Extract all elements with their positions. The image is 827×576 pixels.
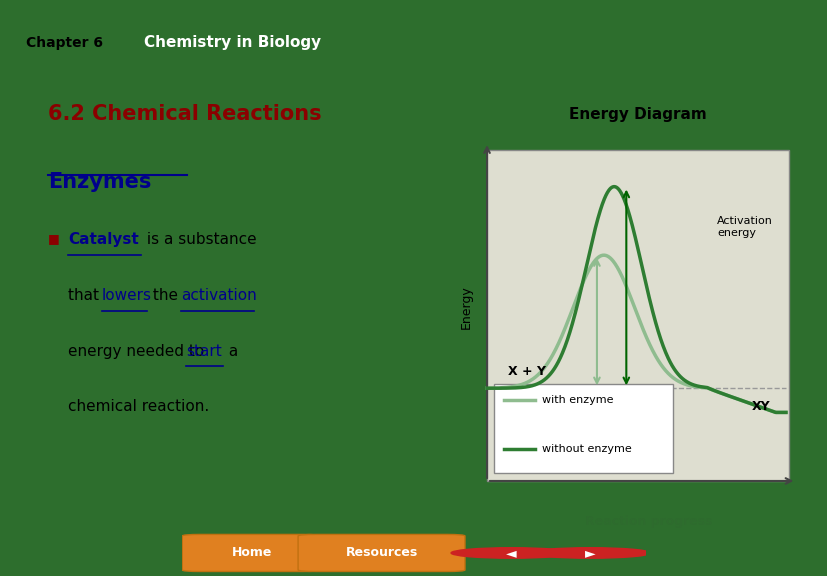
Text: Chemistry in Biology: Chemistry in Biology — [144, 35, 321, 50]
Text: start: start — [185, 344, 222, 359]
Text: ◄: ◄ — [505, 546, 516, 560]
FancyBboxPatch shape — [182, 535, 321, 571]
Circle shape — [451, 548, 571, 558]
Text: Home: Home — [232, 547, 271, 559]
Text: ■: ■ — [48, 232, 60, 245]
Text: XY: XY — [751, 400, 769, 414]
Text: lowers: lowers — [102, 288, 151, 303]
Text: ►: ► — [584, 546, 595, 560]
Text: Enzymes: Enzymes — [48, 172, 151, 192]
Text: Energy Diagram: Energy Diagram — [569, 107, 706, 122]
Text: the: the — [147, 288, 183, 303]
Text: Activation
energy: Activation energy — [716, 216, 772, 238]
FancyBboxPatch shape — [486, 150, 788, 481]
Text: without enzyme: without enzyme — [542, 444, 631, 454]
Text: a: a — [224, 344, 238, 359]
Text: X + Y: X + Y — [507, 365, 545, 378]
Text: Reaction progress: Reaction progress — [584, 515, 711, 528]
Text: is a substance: is a substance — [142, 232, 256, 247]
Text: Energy: Energy — [459, 286, 472, 329]
Text: that: that — [68, 288, 104, 303]
Circle shape — [529, 548, 650, 558]
Text: 6.2 Chemical Reactions: 6.2 Chemical Reactions — [48, 104, 322, 124]
FancyBboxPatch shape — [493, 384, 672, 473]
Text: activation: activation — [181, 288, 256, 303]
Text: energy needed to: energy needed to — [68, 344, 209, 359]
Text: chemical reaction.: chemical reaction. — [68, 399, 209, 414]
Text: Resources: Resources — [345, 547, 417, 559]
Text: with enzyme: with enzyme — [542, 395, 613, 406]
FancyBboxPatch shape — [298, 535, 465, 571]
Text: Catalyst: Catalyst — [68, 232, 139, 247]
Text: Chapter 6: Chapter 6 — [26, 36, 103, 50]
